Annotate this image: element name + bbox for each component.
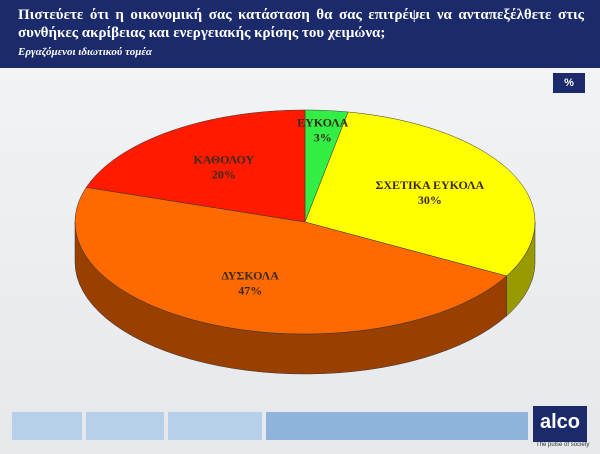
value-label: 20%	[212, 167, 236, 181]
slice-label: ΕΥΚΟΛΑ	[297, 115, 349, 129]
value-label: 47%	[238, 283, 262, 297]
unit-badge: %	[553, 73, 585, 93]
slice	[74, 187, 508, 335]
logo: alco	[533, 406, 587, 442]
footer-bar	[266, 412, 528, 440]
slice-label: ΚΑΘΟΛΟΥ	[194, 152, 255, 166]
slice	[85, 109, 306, 223]
value-label: 3%	[314, 130, 332, 144]
footer-bar	[86, 412, 164, 440]
slice-label: ΔΥΣΚΟΛΑ	[221, 268, 279, 282]
chart-title: Πιστεύετε ότι η οικονομική σας κατάσταση…	[18, 7, 584, 41]
chart-subtitle: Εργαζόμενοι ιδιωτικού τομέα	[18, 46, 152, 58]
footer-bar	[12, 412, 82, 440]
footer-bar	[168, 412, 262, 440]
value-label: 30%	[418, 193, 442, 207]
logo-tagline: The pulse of society	[536, 442, 590, 448]
slice-label: ΣΧΕΤΙΚΑ ΕΥΚΟΛΑ	[375, 178, 484, 192]
header-band	[0, 0, 600, 68]
slice	[304, 111, 536, 277]
